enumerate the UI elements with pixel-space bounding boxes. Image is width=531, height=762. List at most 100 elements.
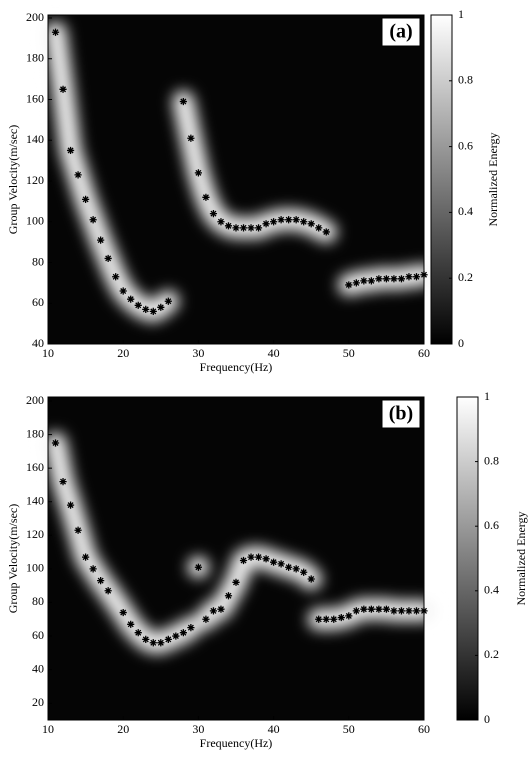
picked-point [134, 629, 142, 637]
picked-point [382, 275, 390, 283]
colorbar-label: Normalized Energy [486, 132, 500, 226]
picked-point [247, 224, 255, 232]
x-tick-label: 60 [418, 346, 430, 360]
picked-point [194, 169, 202, 177]
picked-point [285, 216, 293, 224]
picked-point [239, 556, 248, 565]
picked-point [149, 307, 157, 315]
picked-point [315, 615, 323, 623]
picked-point [412, 273, 421, 281]
colorbar-tick-label: 1 [484, 389, 490, 403]
picked-point [51, 439, 60, 447]
picked-point [375, 275, 383, 283]
y-tick-label: 160 [26, 460, 44, 474]
picked-point [352, 279, 360, 287]
picked-point [82, 195, 90, 203]
picked-point [164, 635, 172, 644]
picked-point [405, 607, 413, 615]
annotation-box [381, 399, 421, 429]
colorbar-tick-label: 1 [458, 7, 464, 21]
picked-point [270, 218, 278, 226]
plot-frame [47, 396, 425, 721]
y-tick-label: 80 [32, 594, 44, 608]
x-axis-label: Frequency(Hz) [200, 736, 273, 750]
picked-point [97, 577, 105, 585]
panel-annotation: (b) [389, 403, 413, 425]
picked-point [202, 615, 210, 623]
picked-point [209, 607, 218, 615]
picked-point [89, 216, 97, 224]
picked-point [224, 592, 233, 600]
y-tick-label: 100 [26, 561, 44, 575]
picked-point [187, 134, 195, 142]
picked-point [82, 553, 90, 561]
colorbar-tick-label: 0 [458, 336, 464, 350]
picked-point [142, 305, 150, 313]
energy-ridge [44, 21, 180, 323]
picked-point [172, 632, 180, 640]
picked-point [390, 607, 398, 615]
picked-point [322, 615, 330, 623]
y-tick-label: 180 [26, 51, 44, 65]
picked-point [345, 281, 353, 289]
y-tick-label: 120 [26, 527, 44, 541]
colorbar-tick-label: 0.8 [458, 73, 473, 87]
picked-point [262, 220, 270, 228]
colorbar-tick-label: 0.4 [484, 583, 499, 597]
picked-point [142, 635, 150, 644]
picked-point [360, 605, 368, 613]
picked-point [119, 608, 127, 617]
picked-point [405, 273, 413, 281]
picked-point [367, 605, 375, 613]
picked-point [397, 607, 406, 615]
y-tick-label: 180 [26, 426, 44, 440]
y-axis-label: Group Velocity(m/sec) [6, 504, 20, 613]
picked-point [119, 287, 127, 295]
x-tick-label: 60 [418, 722, 430, 736]
picked-point [270, 558, 278, 566]
y-tick-label: 40 [32, 661, 44, 675]
picked-point [300, 218, 308, 226]
picked-point [254, 553, 263, 561]
picked-point [254, 224, 263, 232]
y-tick-label: 20 [32, 695, 44, 709]
picked-point [352, 607, 360, 615]
x-tick-label: 40 [268, 346, 280, 360]
picked-point [134, 301, 142, 309]
picked-point [104, 587, 112, 595]
x-tick-label: 50 [343, 346, 355, 360]
annotation-box [381, 17, 421, 47]
y-tick-label: 200 [26, 10, 44, 24]
picked-point [127, 620, 135, 628]
y-tick-label: 80 [32, 254, 44, 268]
picked-point [66, 146, 75, 155]
picked-point [382, 605, 390, 613]
picked-point [307, 575, 315, 583]
picked-point [262, 555, 270, 563]
y-tick-label: 40 [32, 336, 44, 350]
picked-point [66, 501, 75, 509]
colorbar-tick-label: 0.6 [458, 138, 473, 152]
picked-point [217, 218, 225, 226]
picked-point [74, 171, 82, 179]
picked-point [345, 612, 353, 620]
picked-point [157, 639, 165, 647]
x-tick-label: 10 [42, 722, 54, 736]
picked-point [277, 560, 285, 568]
picked-point [164, 297, 172, 305]
picked-point [74, 526, 82, 534]
picked-point [337, 613, 345, 622]
x-tick-label: 40 [268, 722, 280, 736]
picked-point [217, 605, 225, 613]
picked-point [300, 568, 308, 576]
picked-point [315, 224, 323, 232]
y-tick-label: 140 [26, 493, 44, 507]
picked-point [97, 236, 105, 244]
picked-point [194, 563, 202, 571]
picked-point [292, 565, 300, 573]
colorbar-tick-label: 0 [484, 712, 490, 726]
colorbar-tick-label: 0.6 [484, 518, 499, 532]
picked-point [292, 216, 300, 224]
picked-point [149, 639, 157, 647]
